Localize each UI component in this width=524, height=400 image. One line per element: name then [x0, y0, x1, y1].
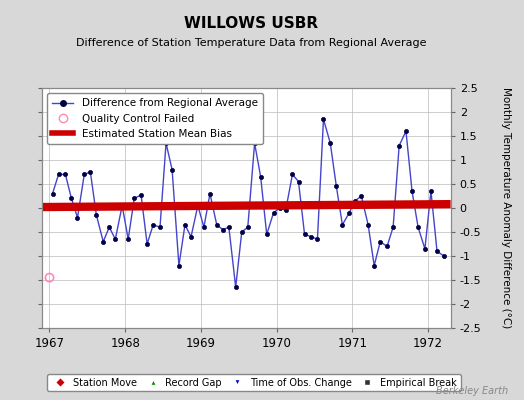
- Legend: Station Move, Record Gap, Time of Obs. Change, Empirical Break: Station Move, Record Gap, Time of Obs. C…: [47, 374, 461, 392]
- Text: Difference of Station Temperature Data from Regional Average: Difference of Station Temperature Data f…: [77, 38, 427, 48]
- Y-axis label: Monthly Temperature Anomaly Difference (°C): Monthly Temperature Anomaly Difference (…: [501, 87, 511, 329]
- Text: WILLOWS USBR: WILLOWS USBR: [184, 16, 319, 31]
- Text: Berkeley Earth: Berkeley Earth: [436, 386, 508, 396]
- Point: [45, 274, 53, 281]
